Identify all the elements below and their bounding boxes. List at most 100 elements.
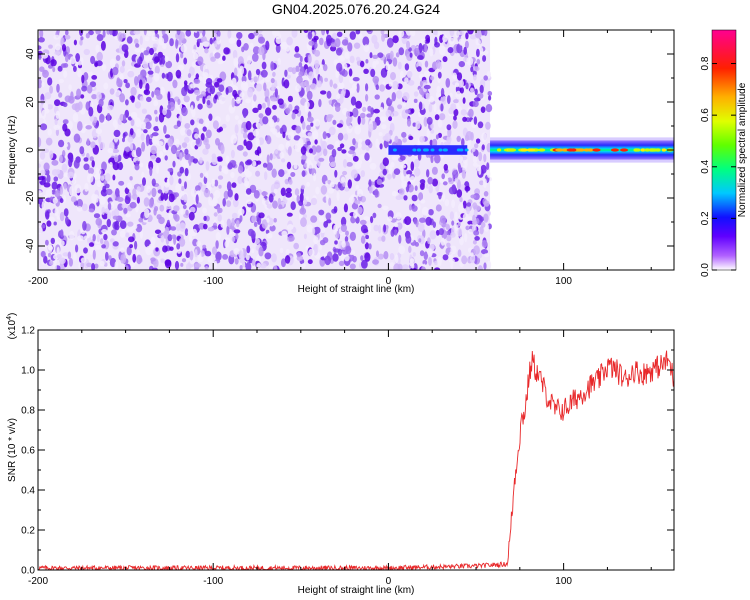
- noise-speckle-dot: [84, 182, 89, 192]
- noise-speckle-dot: [398, 47, 405, 56]
- noise-speckle-dot: [134, 240, 138, 250]
- noise-speckle-dot: [189, 250, 194, 261]
- weak-signal-spot: [438, 148, 443, 152]
- noise-speckle-dot: [349, 76, 354, 84]
- noise-speckle-dot: [68, 95, 75, 104]
- noise-speckle-dot: [64, 34, 71, 40]
- noise-speckle-dot: [109, 30, 113, 36]
- noise-speckle-dot: [398, 30, 405, 38]
- noise-speckle-dot: [415, 120, 421, 130]
- noise-speckle-dot: [253, 94, 257, 102]
- noise-speckle-dot: [87, 167, 95, 175]
- noise-speckle-dot: [357, 142, 362, 149]
- noise-speckle-dot: [167, 234, 173, 242]
- noise-speckle-dot: [475, 38, 481, 46]
- noise-speckle-dot: [255, 138, 260, 148]
- noise-speckle-dot: [143, 197, 150, 207]
- noise-speckle-dot: [286, 212, 293, 217]
- noise-speckle-dot: [234, 115, 239, 120]
- noise-speckle-dot: [369, 52, 373, 59]
- noise-speckle-dot: [336, 31, 343, 37]
- noise-speckle-dot: [298, 71, 304, 78]
- noise-speckle-dot: [148, 160, 154, 171]
- noise-speckle-dot: [333, 206, 338, 213]
- noise-speckle-dot: [191, 49, 197, 54]
- noise-speckle-dot: [151, 267, 158, 270]
- noise-speckle-dot: [272, 200, 278, 209]
- noise-speckle-dot: [68, 258, 73, 267]
- noise-speckle-dot: [402, 137, 407, 143]
- noise-speckle-dot: [474, 236, 480, 241]
- noise-speckle-dot: [165, 60, 173, 69]
- noise-speckle-dot: [387, 99, 393, 104]
- noise-speckle-dot: [226, 218, 232, 227]
- noise-speckle-dot: [456, 72, 463, 81]
- noise-speckle-dot: [395, 52, 400, 58]
- noise-speckle-dot: [434, 114, 440, 121]
- noise-speckle-dot: [355, 184, 360, 190]
- noise-speckle-dot: [48, 252, 51, 258]
- noise-speckle-dot: [341, 39, 349, 46]
- noise-speckle-dot: [481, 144, 485, 151]
- noise-speckle-dot: [408, 135, 414, 141]
- noise-speckle-dot: [58, 92, 63, 98]
- noise-speckle-dot: [63, 194, 67, 203]
- noise-speckle-dot: [56, 83, 60, 93]
- noise-speckle-dot: [286, 74, 291, 79]
- noise-speckle-dot: [371, 34, 378, 45]
- noise-speckle-dot: [381, 235, 386, 242]
- noise-speckle-dot: [245, 171, 253, 178]
- noise-speckle-dot: [440, 87, 445, 98]
- noise-speckle-dot: [151, 91, 155, 98]
- noise-speckle-dot: [154, 30, 158, 34]
- noise-speckle-dot: [188, 211, 195, 221]
- noise-speckle-dot: [339, 55, 344, 61]
- strong-signal-spot: [610, 148, 619, 152]
- noise-speckle-dot: [176, 120, 181, 127]
- noise-speckle-dot: [80, 257, 87, 263]
- noise-speckle-dot: [243, 132, 248, 139]
- noise-speckle-dot: [175, 69, 182, 79]
- noise-speckle-dot: [239, 265, 243, 270]
- noise-speckle-dot: [352, 107, 359, 118]
- noise-speckle-dot: [112, 148, 120, 154]
- noise-speckle-dot: [114, 154, 119, 162]
- noise-speckle-dot: [391, 156, 398, 161]
- noise-speckle-dot: [473, 116, 478, 125]
- noise-speckle-dot: [83, 48, 91, 56]
- noise-speckle-dot: [322, 131, 327, 140]
- noise-speckle-dot: [449, 211, 454, 221]
- noise-speckle-dot: [452, 170, 459, 179]
- noise-speckle-dot: [473, 193, 480, 201]
- noise-speckle-dot: [295, 84, 302, 93]
- noise-speckle-dot: [95, 44, 100, 53]
- noise-speckle-dot: [265, 40, 270, 51]
- noise-speckle-dot: [413, 218, 418, 225]
- noise-speckle-dot: [353, 210, 358, 219]
- noise-speckle-dot: [365, 94, 369, 102]
- noise-speckle-dot: [349, 55, 355, 64]
- noise-speckle-dot: [53, 221, 57, 226]
- noise-speckle-dot: [291, 67, 297, 75]
- noise-speckle-dot: [81, 74, 85, 84]
- noise-speckle-dot: [368, 243, 372, 250]
- noise-speckle-dot: [51, 181, 58, 190]
- noise-speckle-dot: [389, 122, 395, 133]
- noise-speckle-dot: [38, 190, 42, 196]
- noise-speckle-dot: [209, 37, 213, 45]
- noise-speckle-dot: [345, 110, 351, 118]
- noise-speckle-dot: [233, 247, 240, 255]
- noise-speckle-dot: [381, 33, 386, 42]
- noise-speckle-dot: [476, 48, 480, 58]
- line-y-tick-label: 0.4: [21, 486, 35, 497]
- noise-speckle-dot: [442, 181, 448, 186]
- noise-speckle-dot: [306, 140, 311, 146]
- noise-speckle-dot: [461, 138, 465, 147]
- noise-speckle-dot: [368, 184, 373, 194]
- noise-speckle-dot: [228, 37, 236, 44]
- noise-speckle-dot: [411, 205, 418, 212]
- noise-speckle-dot: [143, 30, 147, 36]
- noise-speckle-dot: [291, 30, 298, 38]
- noise-speckle-dot: [390, 229, 395, 237]
